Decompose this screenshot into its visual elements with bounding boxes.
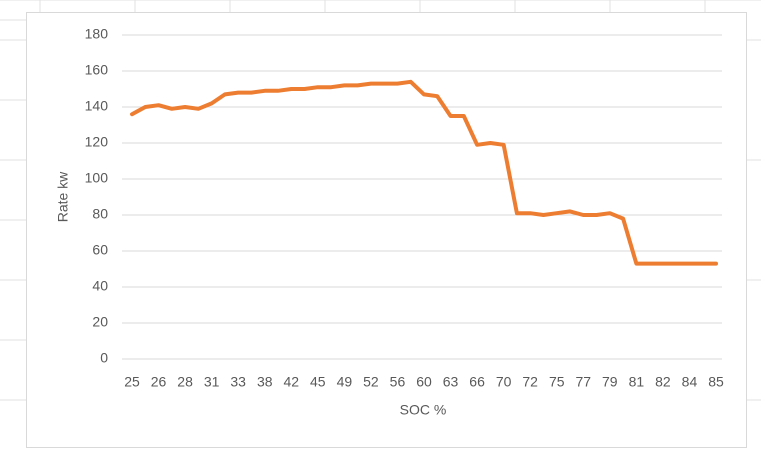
x-tick-label: 84 [682,374,698,390]
x-tick-label: 45 [310,374,326,390]
y-axis-title: Rate kw [55,171,71,222]
y-tick-label: 160 [85,62,109,78]
x-tick-label: 75 [549,374,565,390]
x-tick-label: 66 [469,374,485,390]
x-tick-label: 77 [575,374,591,390]
x-tick-label: 72 [522,374,538,390]
x-tick-label: 42 [283,374,299,390]
x-tick-label: 79 [602,374,618,390]
x-tick-label: 38 [257,374,273,390]
data-line [130,79,718,266]
y-tick-label: 100 [85,170,109,186]
y-tick-label: 0 [100,350,108,366]
x-tick-label: 85 [708,374,724,390]
x-tick-label: 82 [655,374,671,390]
y-tick-label: 180 [85,26,109,42]
x-tick-label: 49 [337,374,353,390]
y-tick-label: 80 [92,206,108,222]
x-tick-label: 70 [496,374,512,390]
x-tick-label: 56 [390,374,406,390]
x-tick-label: 60 [416,374,432,390]
y-tick-label: 40 [92,278,108,294]
sheet-cells [0,0,761,401]
x-tick-label: 28 [177,374,193,390]
x-tick-label: 52 [363,374,379,390]
y-tick-label: 140 [85,98,109,114]
x-tick-label: 33 [230,374,246,390]
x-tick-label: 81 [629,374,645,390]
y-tick-label: 20 [92,314,108,330]
y-tick-label: 60 [92,242,108,258]
y-tick-label: 120 [85,134,109,150]
x-axis-title: SOC % [400,402,447,418]
x-tick-label: 31 [204,374,220,390]
x-tick-label: 25 [124,374,140,390]
x-tick-label: 26 [151,374,167,390]
x-tick-label: 63 [443,374,459,390]
